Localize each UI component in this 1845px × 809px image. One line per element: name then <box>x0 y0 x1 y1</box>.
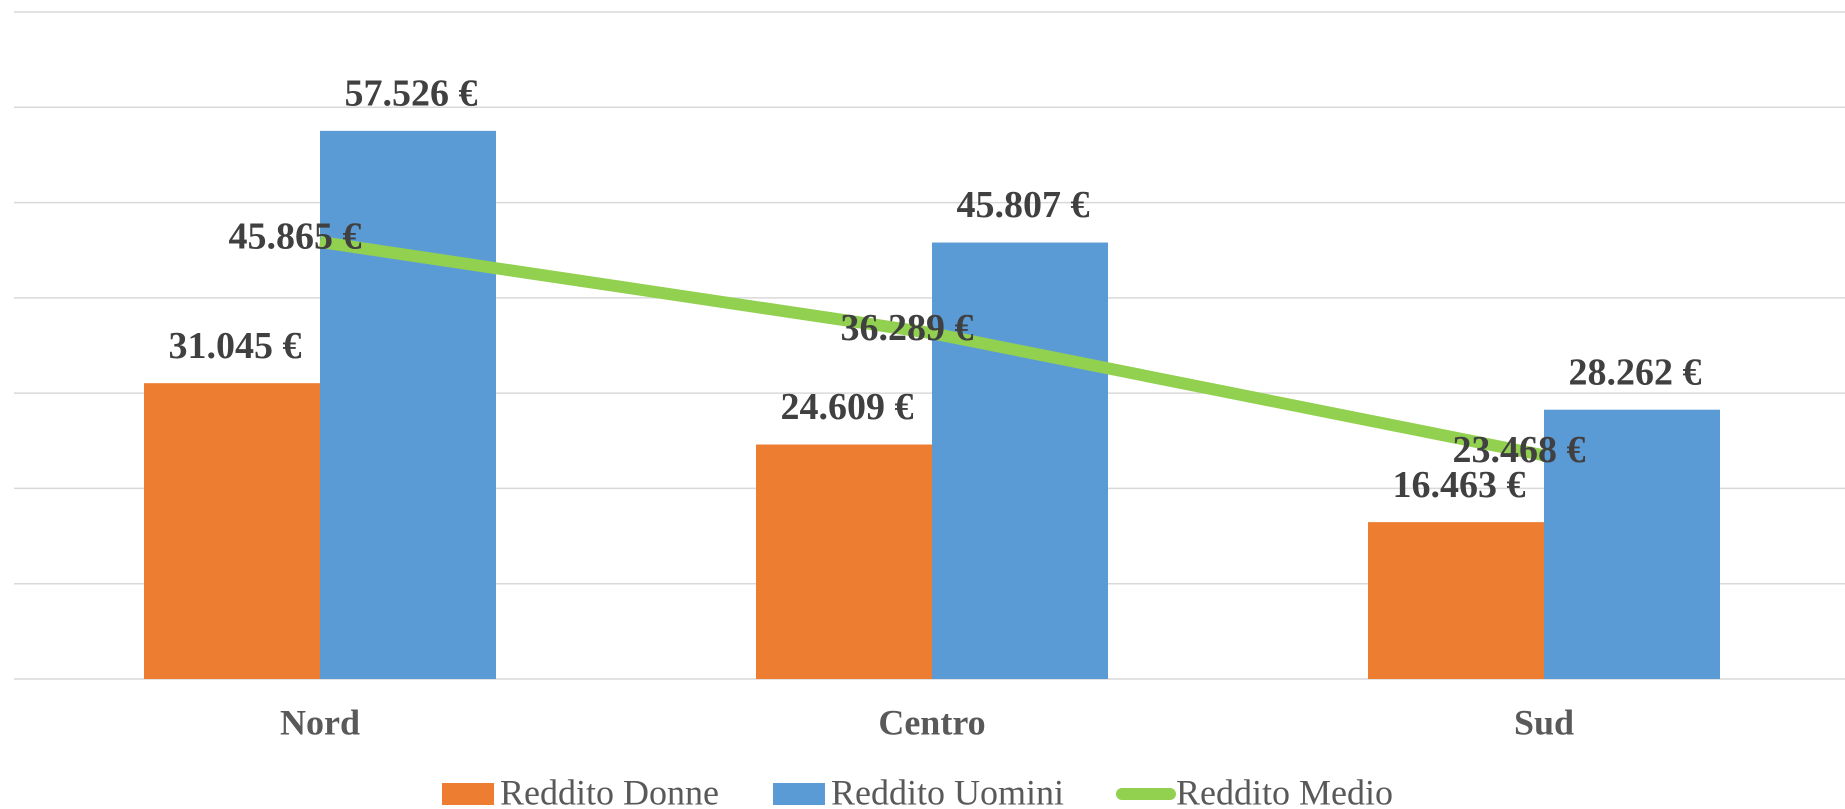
x-tick-label: Sud <box>1514 702 1574 742</box>
legend-swatch <box>442 783 494 805</box>
bar <box>932 242 1108 680</box>
legend-label: Reddito Uomini <box>831 772 1064 809</box>
data-label: 24.609 € <box>781 386 914 428</box>
bar <box>144 383 320 679</box>
bar <box>1544 409 1720 679</box>
x-tick-label: Centro <box>878 702 985 742</box>
data-label: 16.463 € <box>1393 464 1526 506</box>
legend-label: Reddito Donne <box>500 772 719 809</box>
data-label: 45.807 € <box>957 184 1090 226</box>
data-label: 31.045 € <box>169 325 302 367</box>
data-label: 23.468 € <box>1453 429 1586 471</box>
bar <box>320 130 496 680</box>
line <box>319 236 1546 462</box>
data-label: 36.289 € <box>841 307 974 349</box>
x-tick-label: Nord <box>280 702 360 742</box>
data-label: 57.526 € <box>345 73 478 115</box>
bar <box>1368 522 1544 679</box>
legend-label: Reddito Medio <box>1176 772 1393 809</box>
bar <box>756 444 932 679</box>
legend-swatch <box>772 783 825 805</box>
data-label: 28.262 € <box>1569 351 1702 393</box>
data-label: 45.865 € <box>229 216 362 258</box>
